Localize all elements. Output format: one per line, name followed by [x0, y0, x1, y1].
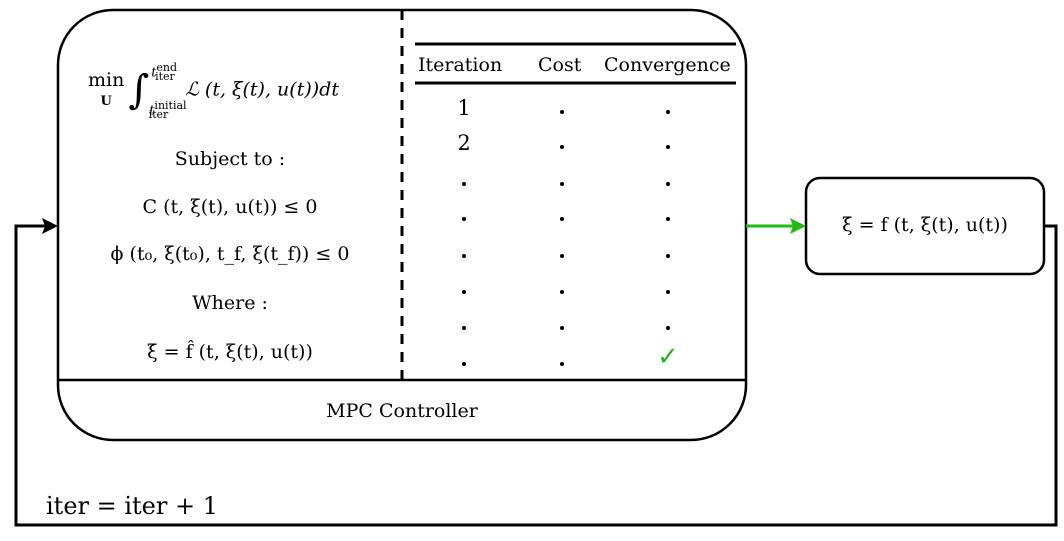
table-cell-convergence-dot [666, 110, 670, 114]
table-cell-iteration-dot [462, 326, 466, 330]
table-header-cost: Cost [538, 54, 582, 76]
table-cell-cost-dot [560, 362, 564, 366]
plant-dynamics-equation: ξ̇ = f (t, ξ(t), u(t)) [842, 214, 1008, 236]
integral-sign: ∫ [128, 67, 150, 113]
table-cell-iteration-dot [462, 290, 466, 294]
table-header-iteration: Iteration [418, 54, 503, 76]
objective-integrand: ℒ (t, ξ(t), u(t))dt [185, 78, 339, 101]
table-cell-convergence-dot [666, 326, 670, 330]
table-cell-iteration-dot [462, 254, 466, 258]
table-cell-convergence-dot [666, 182, 670, 186]
table-cell-cost-dot [560, 145, 564, 149]
feedback-arrowhead [42, 218, 58, 234]
mpc-controller-label: MPC Controller [326, 400, 478, 422]
objective-function: min U ∫ tenditer tinitialiter ℒ (t, ξ(t), u… [88, 61, 388, 121]
where-label: Where : [192, 292, 268, 314]
table-cell-cost-dot [560, 254, 564, 258]
table-cell-iteration-dot [462, 362, 466, 366]
feedback-loop-line [14, 224, 1058, 527]
integral-limits: tenditer tinitialiter [148, 61, 187, 121]
table-cell-cost-dot [560, 182, 564, 186]
table-cell-convergence-dot [666, 217, 670, 221]
table-cell-iteration-dot [462, 217, 466, 221]
table-header-convergence: Convergence [604, 54, 731, 76]
objective-decision-variable: U [100, 94, 112, 109]
table-cell-cost-dot [560, 326, 564, 330]
table-cell-cost-dot [560, 290, 564, 294]
objective-min-operator: min [88, 69, 125, 91]
table-cell-iteration-dot [462, 182, 466, 186]
inequality-constraint: C (t, ξ(t), u(t)) ≤ 0 [142, 196, 318, 218]
control-signal-arrowhead [790, 218, 806, 234]
convergence-checkmark: ✓ [657, 342, 679, 372]
internal-model-equation: ξ̇ = f̂ (t, ξ(t), u(t)) [147, 341, 313, 363]
table-cell-cost-dot [560, 110, 564, 114]
table-cell-iteration: 2 [457, 131, 471, 155]
iteration-update-label: iter = iter + 1 [46, 492, 218, 520]
table-cell-convergence-dot [666, 145, 670, 149]
table-cell-convergence-dot [666, 254, 670, 258]
table-cell-cost-dot [560, 217, 564, 221]
boundary-constraint: ϕ (t₀, ξ(t₀), t_f, ξ(t_f)) ≤ 0 [110, 243, 350, 265]
subject-to-label: Subject to : [174, 148, 286, 170]
table-cell-iteration: 1 [457, 96, 471, 120]
table-cell-convergence-dot [666, 290, 670, 294]
